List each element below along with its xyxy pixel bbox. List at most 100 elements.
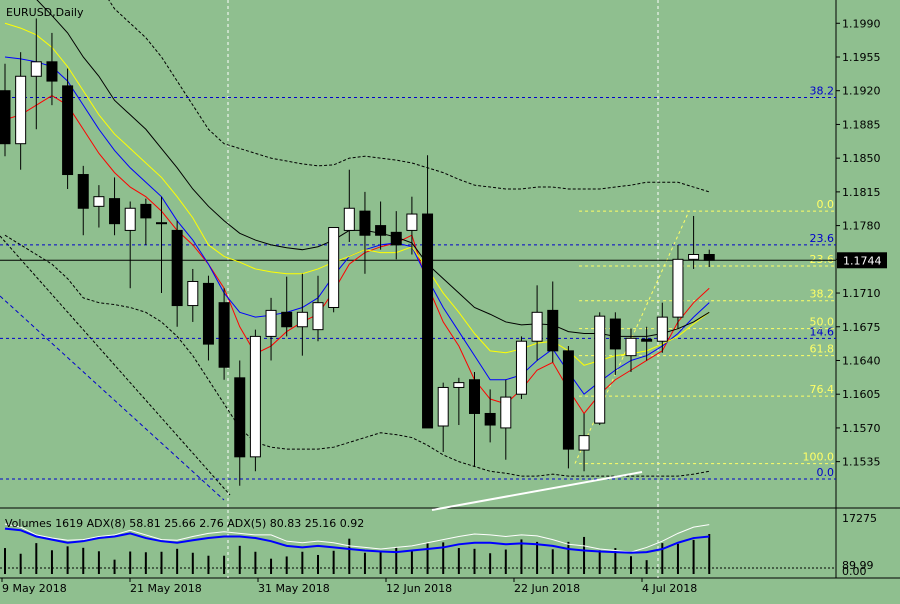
- fib-label-5: 76.4: [810, 383, 835, 396]
- fib-label-0: 0.0: [817, 198, 835, 211]
- candle-body-15: [234, 377, 246, 458]
- ma-line-0: [4, 94, 710, 415]
- price-tick-label-2: 1.1920: [842, 85, 881, 98]
- candle-body-11: [171, 229, 183, 307]
- indicator-tick-label-2: 0.00: [842, 565, 867, 578]
- candle-body-17: [265, 309, 277, 337]
- candle-body-45: [703, 254, 715, 261]
- channel-line-lower: [0, 295, 225, 501]
- candle-body-38: [594, 315, 606, 424]
- indicator-panel: 17275 89.990.00: [0, 512, 877, 578]
- price-tick-label-5: 1.1815: [842, 186, 881, 199]
- candle-body-32: [500, 396, 512, 429]
- ma-line-2: [4, 22, 710, 366]
- candle-body-39: [609, 318, 621, 350]
- candle-body-22: [343, 207, 355, 231]
- current-price-box: [837, 252, 887, 269]
- candle-body-29: [453, 382, 465, 388]
- candle-body-4: [62, 85, 74, 176]
- adx-line-white: [4, 523, 710, 553]
- candle-body-13: [202, 282, 214, 345]
- price-tick-label-3: 1.1885: [842, 118, 881, 131]
- price-tick-label-0: 1.1990: [842, 17, 881, 30]
- price-tick-label-1: 1.1955: [842, 51, 881, 64]
- band-lower: [4, 234, 710, 477]
- time-tick-label-2: 31 May 2018: [258, 582, 330, 595]
- candle-body-2: [30, 61, 42, 77]
- fib-label-1: 23.6: [810, 253, 835, 266]
- candle-body-20: [312, 302, 324, 331]
- fibonacci-retracement: 0.0 23.6 38.2 50.0 61.8 76.4 100.0: [574, 198, 836, 465]
- candle-body-44: [688, 254, 700, 260]
- level-label-1: 23.6: [810, 232, 835, 245]
- time-tick-label-3: 12 Jun 2018: [386, 582, 452, 595]
- indicator-label: Volumes 1619 ADX(8) 58.81 25.66 2.76 ADX…: [5, 517, 364, 530]
- envelope-bands: [0, 0, 710, 501]
- chart-title: EURUSD,Daily: [6, 6, 84, 19]
- price-tick-label-12: 1.1570: [842, 422, 881, 435]
- price-tick-label-9: 1.1675: [842, 321, 881, 334]
- moving-averages: [4, 0, 710, 415]
- price-tick-label-8: 1.1710: [842, 287, 881, 300]
- candle-body-23: [359, 210, 371, 236]
- candle-body-37: [578, 435, 590, 451]
- indicator-tick-label-0: 17275: [842, 512, 877, 525]
- fib-label-3: 50.0: [810, 316, 835, 329]
- candle-body-7: [109, 198, 121, 225]
- candle-body-27: [422, 213, 434, 429]
- time-tick-label-5: 4 Jul 2018: [642, 582, 697, 595]
- level-label-0: 38.2: [810, 84, 835, 97]
- grid-lines: [0, 0, 900, 579]
- fib-label-2: 38.2: [810, 288, 835, 301]
- band-upper: [108, 0, 710, 193]
- candle-body-12: [187, 280, 199, 307]
- price-tick-label-4: 1.1850: [842, 152, 881, 165]
- price-tick-label-13: 1.1535: [842, 456, 881, 469]
- fib-label-6: 100.0: [803, 451, 835, 464]
- current-price-marker: 1.1744: [837, 252, 887, 269]
- price-tick-label-11: 1.1605: [842, 388, 881, 401]
- candle-body-42: [656, 316, 668, 342]
- price-tick-label-10: 1.1640: [842, 354, 881, 367]
- candle-body-40: [625, 337, 637, 357]
- candle-body-9: [140, 203, 152, 219]
- adx-line-blue: [4, 527, 710, 554]
- price-tick-label-6: 1.1780: [842, 220, 881, 233]
- candle-body-18: [281, 311, 293, 328]
- time-tick-label-4: 22 Jun 2018: [514, 582, 580, 595]
- candle-body-10: [156, 222, 167, 225]
- fib-label-4: 61.8: [810, 343, 835, 356]
- time-tick-label-0: 9 May 2018: [2, 582, 67, 595]
- candle-body-8: [124, 207, 136, 231]
- level-label-3: 0.0: [817, 466, 835, 479]
- candle-body-3: [46, 61, 58, 82]
- candle-body-24: [375, 225, 387, 236]
- candles: [0, 18, 715, 486]
- candle-body-28: [437, 386, 449, 427]
- candle-body-41: [641, 338, 653, 342]
- fib-trendline: [574, 210, 690, 464]
- time-tick-label-1: 21 May 2018: [130, 582, 202, 595]
- candle-body-30: [469, 379, 480, 414]
- support-trendline: [431, 471, 643, 511]
- indicator-tick-label-1: 89.99: [842, 559, 874, 572]
- candle-body-33: [515, 340, 527, 395]
- candle-body-34: [531, 311, 543, 342]
- candle-body-31: [484, 412, 496, 426]
- candle-body-21: [328, 227, 340, 308]
- candle-body-6: [93, 196, 105, 207]
- channel-line-outer: [0, 235, 231, 496]
- candle-body-43: [672, 258, 684, 318]
- candle-body-16: [249, 335, 261, 458]
- candle-body-26: [406, 213, 418, 231]
- current-price-label: 1.1744: [843, 254, 882, 267]
- candle-body-1: [15, 75, 27, 145]
- time-axis: 9 May 2018 21 May 2018 31 May 2018 12 Jun 2…: [1, 578, 697, 595]
- ma-line-3: [36, 0, 710, 337]
- candle-body-5: [77, 174, 89, 209]
- price-axis: 1.1990 1.1955 1.1920 1.1885 1.1850 1.1815 1.17…: [836, 17, 881, 469]
- candle-body-36: [562, 350, 574, 450]
